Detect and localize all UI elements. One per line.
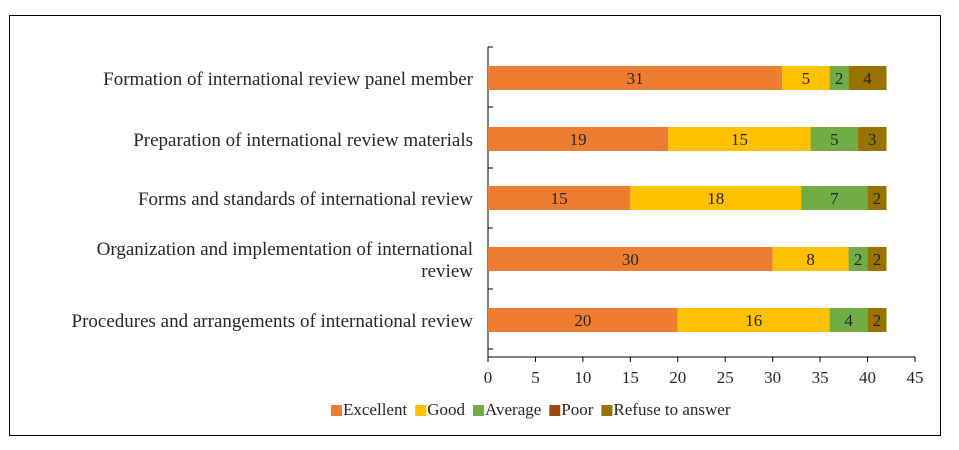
category-label: Procedures and arrangements of internati… — [72, 311, 474, 332]
bar-average — [829, 66, 849, 90]
data-label: 18 — [707, 189, 724, 208]
x-tick-label: 5 — [531, 368, 540, 387]
bar-average — [848, 247, 868, 271]
data-label: 4 — [844, 311, 853, 330]
legend-swatch-good — [415, 405, 427, 416]
bar-good — [677, 308, 830, 332]
legend-swatch-refuse-to-answer — [601, 405, 613, 416]
data-label: 4 — [863, 69, 872, 88]
data-label: 16 — [745, 311, 762, 330]
x-tick-label: 25 — [717, 368, 734, 387]
data-label: 2 — [873, 189, 882, 208]
legend-swatch-poor — [549, 405, 561, 416]
category-label: review — [421, 261, 473, 282]
category-label: Formation of international review panel … — [103, 69, 474, 90]
x-tick-label: 40 — [859, 368, 876, 387]
data-label: 30 — [622, 250, 639, 269]
bar-refuse-to-answer — [867, 247, 887, 271]
bar-refuse-to-answer — [848, 66, 887, 90]
data-label: 5 — [830, 130, 839, 149]
data-label: 2 — [854, 250, 863, 269]
data-label: 8 — [806, 250, 815, 269]
x-tick-label: 20 — [669, 368, 686, 387]
bar-good — [630, 186, 802, 210]
data-label: 15 — [551, 189, 568, 208]
x-tick-label: 10 — [574, 368, 591, 387]
bar-excellent — [488, 66, 783, 90]
x-tick-label: 30 — [764, 368, 781, 387]
data-label: 20 — [574, 311, 591, 330]
legend-label-poor: Poor — [561, 400, 593, 419]
data-label: 15 — [731, 130, 748, 149]
bar-average — [829, 308, 868, 332]
bar-average — [801, 186, 868, 210]
legend-label-good: Good — [427, 400, 465, 419]
legend-label-refuse-to-answer: Refuse to answer — [613, 400, 730, 419]
bar-refuse-to-answer — [867, 308, 887, 332]
category-label: Forms and standards of international rev… — [138, 189, 473, 210]
data-label: 5 — [802, 69, 811, 88]
bar-excellent — [488, 308, 678, 332]
data-label: 2 — [873, 250, 882, 269]
bar-refuse-to-answer — [867, 186, 887, 210]
data-label: 31 — [627, 69, 644, 88]
data-label: 2 — [873, 311, 882, 330]
category-label: Organization and implementation of inter… — [97, 239, 473, 260]
x-tick-label: 0 — [484, 368, 493, 387]
bar-average — [810, 127, 859, 151]
bar-excellent — [488, 127, 669, 151]
data-label: 7 — [830, 189, 839, 208]
data-label: 19 — [570, 130, 587, 149]
bar-good — [772, 247, 849, 271]
data-label: 2 — [835, 69, 844, 88]
bar-good — [782, 66, 830, 90]
category-label: Preparation of international review mate… — [133, 130, 473, 151]
legend-swatch-average — [472, 405, 484, 416]
bar-excellent — [488, 186, 631, 210]
legend-label-excellent: Excellent — [343, 400, 407, 419]
bar-excellent — [488, 247, 773, 271]
bar-good — [668, 127, 811, 151]
x-tick-label: 45 — [907, 368, 924, 387]
legend-label-average: Average — [485, 400, 541, 419]
bar-refuse-to-answer — [858, 127, 887, 151]
x-tick-label: 35 — [812, 368, 829, 387]
legend-swatch-excellent — [331, 405, 342, 416]
x-tick-label: 15 — [622, 368, 639, 387]
data-label: 3 — [868, 130, 877, 149]
